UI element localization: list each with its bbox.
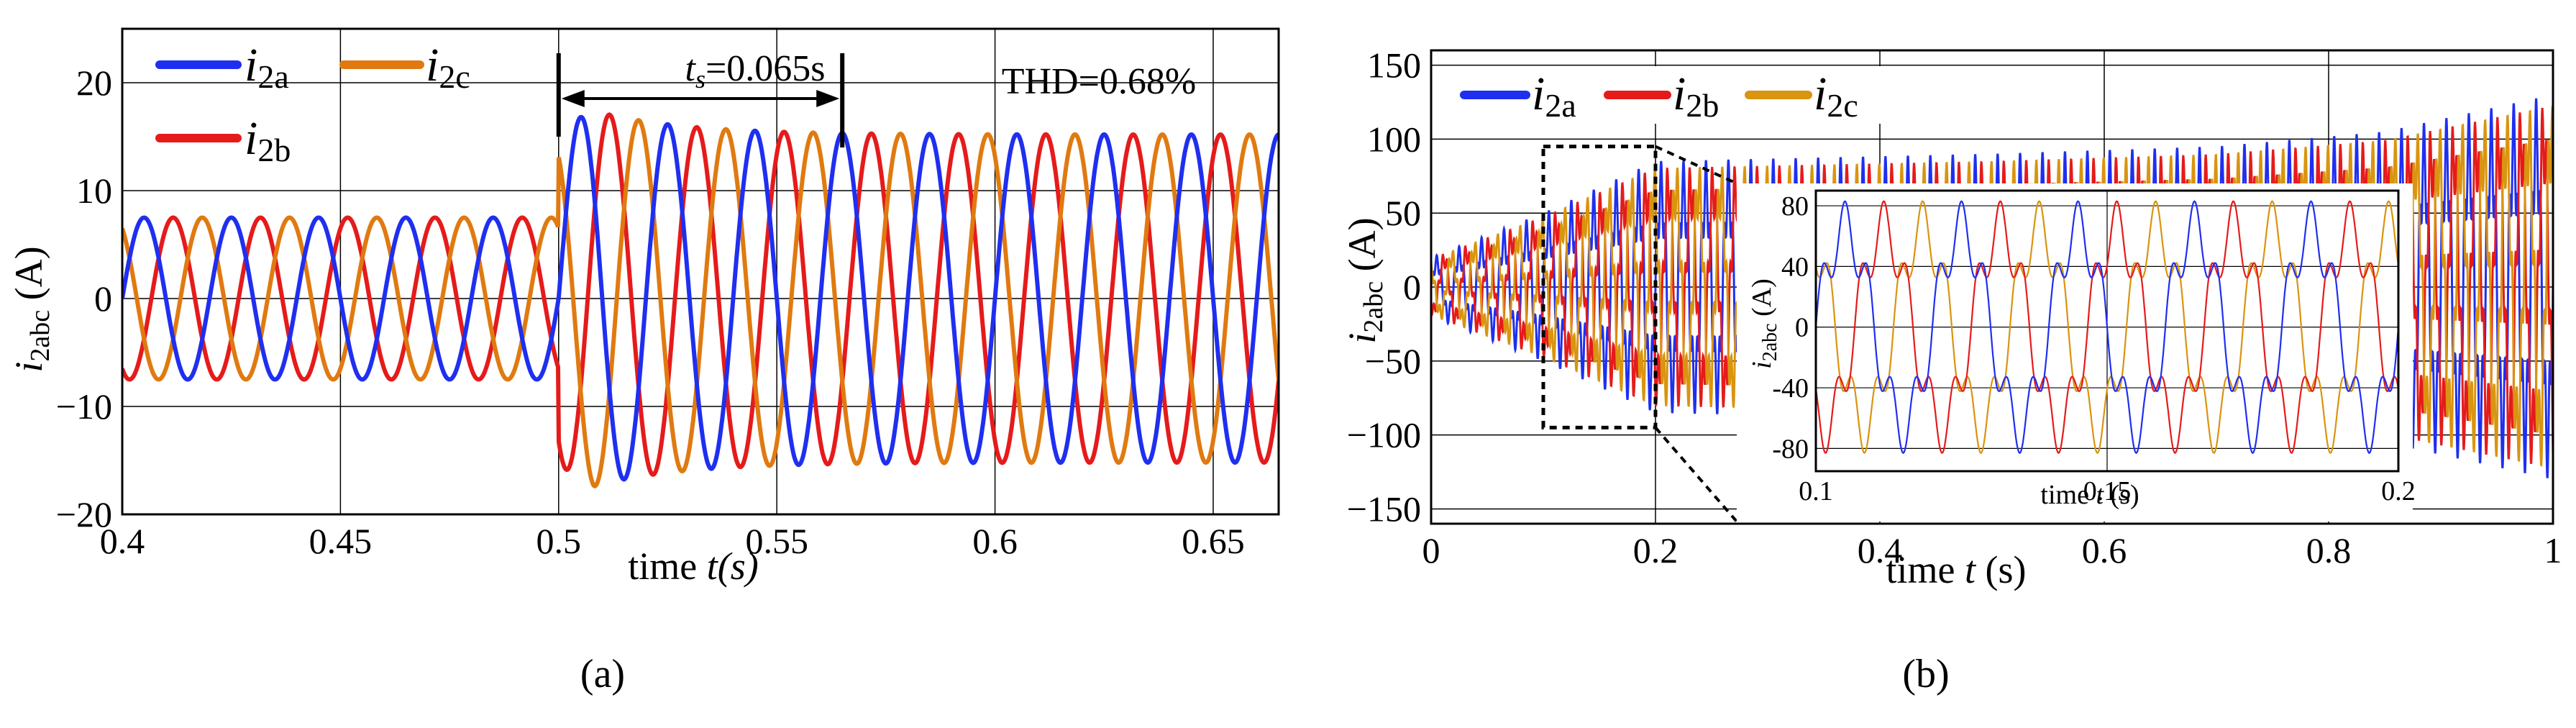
chart-a-legend: i2a i2c i2b (155, 39, 470, 168)
chart-a-legend-label-i2b: i2b (245, 112, 291, 168)
chart-b-x-tick-label: 1 (2544, 530, 2562, 570)
panel-label-a: (a) (580, 652, 625, 696)
inset-frame (1814, 189, 2400, 473)
chart-a-curves (122, 112, 1279, 488)
inset-y-tick-label: -80 (1772, 434, 1809, 464)
chart-a-x-axis-label-prefix: time (628, 545, 706, 588)
chart-a-x-axis-label-unit: (s) (718, 545, 759, 588)
chart-a-y-axis-label-unit: (A) (7, 246, 50, 309)
chart-b-zoom-connector-top (1655, 145, 1737, 185)
chart-a-frame (121, 27, 1280, 516)
chart-b-zoom-connector-bottom (1654, 427, 1738, 523)
chart-b-x-tick-label: 0.8 (2306, 530, 2352, 570)
chart-b-y-tick-label: −100 (1347, 415, 1421, 455)
chart-a-y-axis-label-sub: 2abc (25, 310, 55, 362)
chart-a-y-tick-label: 0 (94, 278, 112, 319)
chart-a-thd-label: THD=0.68% (1002, 61, 1197, 102)
inset-x-tick-label: 0.1 (1799, 476, 1833, 506)
chart-b-y-tick-label: −150 (1347, 488, 1421, 529)
chart-b-x-tick-label: 0.2 (1633, 530, 1678, 570)
chart-a-settling-annotation: ts=0.065s (556, 48, 845, 147)
chart-b-y-tick-label: 50 (1385, 193, 1421, 233)
chart-a-series-i2c (122, 118, 1279, 488)
chart-b-inset: 0.1 0.15 0.2 -80 -40 0 40 80 i2abc (A) time t … (1737, 183, 2416, 522)
inset-x-axis-label: time t (s) (2040, 480, 2139, 510)
chart-a-y-axis-label-var: i (7, 362, 50, 373)
inset-series-i2c (1816, 200, 2398, 454)
chart-b-legend-label-i2a: i2a (1532, 68, 1576, 124)
inset-y-axis-label: i2abc (A) (1747, 278, 1781, 369)
chart-a-x-axis-label: time t(s) (628, 545, 758, 588)
chart-a-legend-label-i2a: i2a (245, 39, 289, 95)
inset-series-i2a (1816, 200, 2398, 455)
chart-a-y-tick-label: −20 (56, 494, 112, 534)
chart-a-series-i2a (122, 114, 1279, 482)
chart-b-x-tick-label: 0 (1422, 530, 1440, 570)
chart-a-x-tick-label: 0.6 (972, 521, 1018, 561)
chart-b-x-tick-labels: 0 0.2 0.4 0.6 0.8 1 (1422, 530, 2562, 570)
inset-series-i2b (1816, 200, 2398, 454)
chart-b-y-tick-label: −50 (1365, 341, 1421, 381)
chart-a-y-tick-label: 10 (76, 170, 112, 211)
chart-a-series-i2b (122, 112, 1279, 477)
chart-a-x-tick-label: 0.45 (309, 521, 373, 561)
inset-y-tick-label: -40 (1772, 373, 1809, 404)
chart-a-x-tick-label: 0.65 (1182, 521, 1245, 561)
chart-b-y-tick-label: 0 (1403, 267, 1421, 307)
chart-a-x-tick-label: 0.55 (745, 521, 808, 561)
chart-a-y-axis-label: i2abc (A) (7, 246, 55, 372)
chart-b: 0 0.2 0.4 0.6 0.8 1 −150 −100 −50 0 50 100 150 i2ab… (1340, 45, 2562, 696)
inset-x-tick-labels: 0.1 0.15 0.2 (1799, 476, 2416, 506)
settling-arrowhead-left (561, 90, 585, 107)
chart-b-frame (1430, 49, 2554, 525)
chart-a-y-tick-label: 20 (76, 63, 112, 103)
inset-x-tick-label: 0.15 (2083, 476, 2132, 506)
chart-a-x-tick-labels: 0.4 0.45 0.5 0.55 0.6 0.65 (100, 521, 1245, 561)
inset-background (1737, 183, 2413, 522)
chart-b-y-axis-label: i2abc (A) (1340, 217, 1389, 343)
chart-a-x-axis-label-var: t (707, 545, 719, 588)
chart-a-x-tick-label: 0.4 (100, 521, 145, 561)
settling-arrowhead-right (816, 90, 840, 107)
chart-b-zoom-box (1541, 145, 1658, 429)
chart-b-y-tick-label: 150 (1367, 45, 1421, 86)
chart-b-legend-label-i2c: i2c (1814, 68, 1858, 124)
chart-b-legend: i2a i2b i2c (1451, 66, 1912, 124)
chart-b-legend-label-i2b: i2b (1673, 68, 1719, 124)
inset-curves (1816, 200, 2398, 455)
chart-b-x-axis-label: time t (s) (1886, 548, 2027, 591)
inset-y-tick-label: 0 (1795, 313, 1809, 343)
panel-label-b: (b) (1902, 652, 1949, 696)
inset-y-tick-label: 40 (1781, 252, 1809, 282)
chart-a: 0.4 0.45 0.5 0.55 0.6 0.65 −20 −10 0 10 20 i2abc … (7, 27, 1280, 696)
chart-b-y-tick-label: 100 (1367, 119, 1421, 159)
settling-time-label: ts=0.065s (685, 48, 825, 94)
chart-b-x-tick-label: 0.6 (2082, 530, 2127, 570)
chart-a-x-tick-label: 0.5 (536, 521, 582, 561)
inset-y-tick-label: 80 (1781, 191, 1809, 222)
chart-a-y-tick-labels: −20 −10 0 10 20 (56, 63, 112, 534)
chart-a-legend-label-i2c: i2c (426, 39, 470, 95)
inset-x-tick-label: 0.2 (2381, 476, 2416, 506)
chart-a-y-tick-label: −10 (56, 386, 112, 427)
chart-b-x-tick-label: 0.4 (1858, 530, 1903, 570)
chart-b-y-tick-labels: −150 −100 −50 0 50 100 150 (1347, 45, 1421, 529)
inset-y-tick-labels: -80 -40 0 40 80 (1772, 191, 1809, 464)
